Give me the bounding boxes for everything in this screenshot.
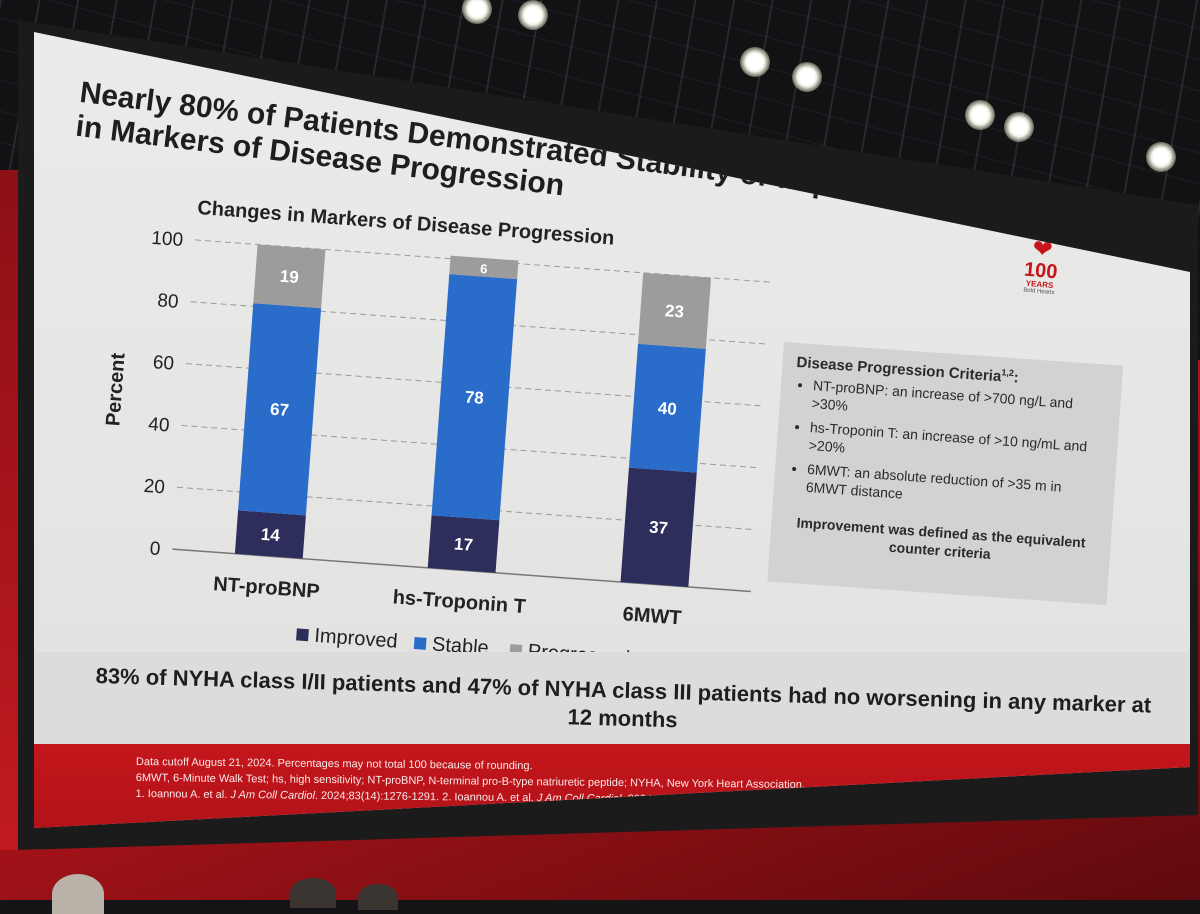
criteria-heading-refs: 1,2	[1001, 367, 1015, 379]
criteria-list: NT-proBNP: an increase of >700 ng/L and …	[787, 375, 1107, 516]
bar-segment-stable	[431, 274, 518, 521]
bar-value-label: 14	[260, 525, 281, 545]
summary-band	[34, 652, 1190, 744]
legend-swatch-stable	[413, 637, 427, 650]
bar-value-label: 78	[464, 388, 484, 408]
bar-value-label: 17	[453, 534, 473, 554]
bar-value-label: 23	[664, 301, 684, 321]
stage-light	[1004, 112, 1034, 142]
bar-segment-progressed	[449, 255, 519, 280]
audience-head	[290, 878, 336, 908]
bar-segment-stable	[238, 303, 322, 516]
footer-ref-b: . 2024;83(14):1276-1291. 2. Ioannou A. e…	[314, 789, 537, 805]
criteria-heading-colon: :	[1013, 369, 1020, 387]
stage-light	[740, 47, 770, 77]
bar-segment-improved	[234, 510, 306, 559]
bar-segment-improved	[427, 515, 500, 573]
bar-value-label: 6	[480, 261, 488, 276]
bar-value-label: 40	[657, 399, 677, 419]
audience-head	[358, 884, 398, 910]
audience-head	[52, 874, 104, 914]
y-tick-label: 60	[152, 352, 175, 374]
y-tick-label: 80	[157, 290, 180, 312]
criteria-box: Disease Progression Criteria1,2: NT-proB…	[767, 342, 1124, 606]
bar-value-label: 19	[279, 267, 299, 287]
stage-light	[1146, 142, 1176, 172]
y-axis-label: Percent	[102, 352, 129, 427]
x-tick-label: NT-proBNP	[212, 573, 320, 603]
chart-title: Changes in Markers of Disease Progressio…	[197, 197, 615, 250]
stacked-bar-chart: Changes in Markers of Disease Progressio…	[102, 197, 774, 670]
bar-value-label: 37	[648, 518, 668, 538]
y-tick-label: 20	[143, 476, 166, 498]
bar-segment-stable	[628, 343, 706, 473]
y-tick-label: 0	[149, 538, 161, 560]
stage-light	[462, 0, 492, 24]
bar-segment-improved	[620, 467, 697, 587]
bar-value-label: 67	[269, 400, 289, 420]
footer-journal-1: J Am Coll Cardiol	[230, 788, 315, 802]
x-tick-label: 6MWT	[622, 603, 682, 629]
stage-light	[792, 62, 822, 92]
stage-light	[518, 0, 548, 30]
y-tick-label: 40	[148, 414, 171, 436]
legend-swatch-improved	[296, 628, 309, 642]
bar-segment-progressed	[638, 272, 712, 349]
footer-ref-a: 1. Ioannou A. et al.	[135, 787, 231, 801]
stage-light	[965, 100, 995, 130]
y-tick-label: 100	[151, 228, 184, 251]
x-tick-label: hs-Troponin T	[392, 586, 527, 618]
legend-label-improved: Improved	[314, 625, 399, 653]
criteria-note: Improvement was defined as the equivalen…	[796, 514, 1087, 562]
bar-segment-progressed	[253, 244, 326, 309]
